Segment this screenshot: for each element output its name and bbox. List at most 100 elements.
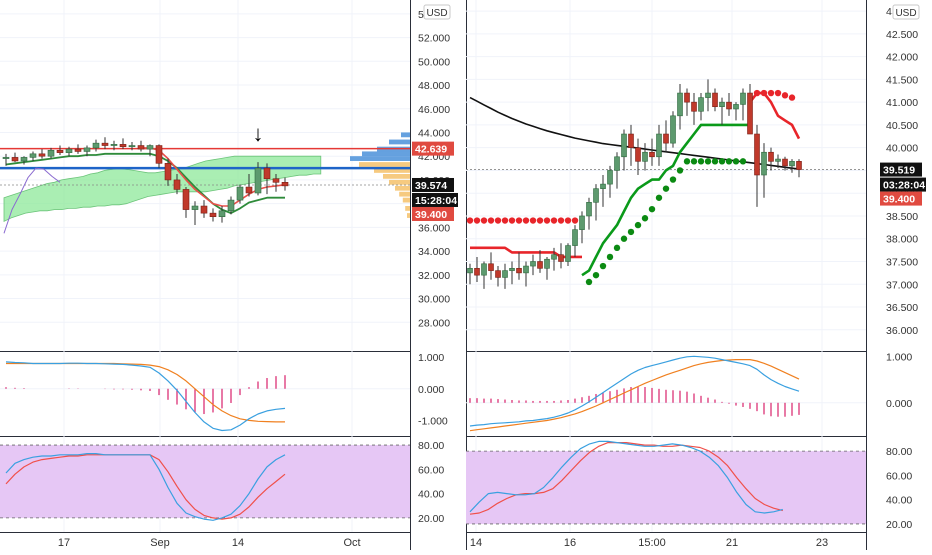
right-candle-42 — [761, 143, 767, 198]
right-candle-34 — [705, 79, 711, 112]
right-candle-46 — [789, 159, 795, 173]
left-stoch-pane: 80.00 60.00 40.00 20.00 — [0, 440, 444, 525]
right-candle-3 — [488, 252, 494, 280]
red-dot-2 — [480, 217, 488, 224]
right-time-label-3: 21 — [726, 537, 738, 549]
left-price-label-5: 44.000 — [418, 127, 450, 139]
right-stoch-label-0: 80.00 — [886, 446, 912, 458]
right-candle-body-44 — [775, 158, 781, 162]
red-dots — [466, 89, 796, 224]
right-candle-43 — [768, 147, 774, 171]
right-candle-body-39 — [740, 92, 746, 105]
right-candle-body-0 — [467, 268, 473, 274]
right-macd-line — [469, 355, 800, 427]
left-candle-body-7 — [65, 148, 73, 153]
right-candle-body-10 — [537, 261, 543, 269]
right-candle-body-43 — [768, 151, 774, 162]
right-candle-body-35 — [712, 92, 718, 108]
volume-profile-bar-13 — [407, 213, 410, 218]
right-tag-countdown-bg — [880, 177, 926, 192]
left-candle-body-18 — [164, 163, 172, 181]
left-candle-body-3 — [29, 153, 37, 158]
left-candle-10 — [92, 139, 100, 152]
left-candle-body-20 — [182, 189, 190, 210]
left-candle-body-26 — [236, 186, 244, 201]
right-macd-signal — [469, 359, 800, 432]
left-candle-body-21 — [191, 205, 199, 210]
right-price-label-2: 42.000 — [886, 52, 918, 64]
red-dot-4 — [494, 217, 502, 224]
right-time-label-0: 14 — [470, 537, 482, 549]
right-candle-17 — [586, 197, 592, 230]
left-tag-countdown: 15:28:04 — [415, 195, 457, 207]
left-candle-body-12 — [110, 144, 118, 146]
right-candle-20 — [607, 165, 613, 198]
left-tag-current-price-bg — [412, 177, 454, 192]
left-candle-8 — [74, 144, 82, 154]
right-candle-body-45 — [782, 158, 788, 167]
right-candle-33 — [698, 93, 704, 121]
right-candle-39 — [740, 88, 746, 121]
right-candle-body-6 — [509, 268, 515, 271]
left-macd-line — [5, 361, 286, 432]
left-tag-red-level: 42.639 — [415, 144, 447, 156]
right-candle-body-8 — [523, 265, 529, 274]
volume-profile-bar-8 — [389, 179, 410, 185]
left-candle-body-27 — [245, 186, 253, 194]
right-candle-16 — [579, 211, 585, 244]
left-candle-body-29 — [263, 167, 271, 180]
red-dot-19 — [774, 89, 782, 97]
left-candle-6 — [56, 145, 64, 156]
red-dot-3 — [487, 217, 495, 224]
right-candle-38 — [733, 102, 739, 121]
red-dot-11 — [543, 217, 551, 224]
right-candle-29 — [670, 111, 676, 148]
right-currency-badge: USD — [895, 8, 916, 19]
left-candle-13 — [119, 138, 127, 150]
green-dot-8 — [641, 215, 649, 222]
right-candle-37 — [726, 93, 732, 116]
right-candle-body-19 — [600, 183, 606, 189]
green-dot-17 — [704, 158, 712, 165]
left-candle-body-31 — [281, 182, 289, 187]
left-candle-15 — [137, 140, 145, 152]
left-time-label-0: 17 — [58, 537, 70, 549]
left-tag-current-price: 39.574 — [415, 180, 447, 192]
right-candle-body-46 — [789, 161, 795, 167]
right-candle-body-11 — [544, 258, 550, 269]
right-candle-23 — [628, 124, 634, 166]
left-candle-11 — [101, 137, 109, 150]
right-candle-body-2 — [481, 263, 487, 276]
right-price-label-6: 40.000 — [886, 143, 918, 155]
left-candle-body-19 — [173, 179, 181, 190]
left-candle-body-14 — [128, 145, 136, 148]
left-stoch-label-0: 80.00 — [418, 440, 444, 452]
right-candle-8 — [523, 261, 529, 287]
right-candle-27 — [656, 124, 662, 166]
left-candle-body-4 — [38, 153, 46, 157]
green-dot-1 — [592, 271, 600, 279]
left-candle-body-11 — [101, 142, 109, 146]
green-dot-0 — [585, 278, 593, 286]
right-price-label-13: 36.500 — [886, 302, 918, 314]
left-candles — [2, 137, 289, 226]
right-candle-body-23 — [628, 133, 634, 148]
right-candle-12 — [551, 247, 557, 271]
red-dot-5 — [501, 217, 509, 224]
left-candle-28 — [254, 162, 262, 196]
right-candle-45 — [782, 156, 788, 171]
left-candle-20 — [182, 187, 190, 218]
right-candle-4 — [495, 266, 501, 287]
right-stoch-label-2: 40.00 — [886, 495, 912, 507]
right-candle-body-5 — [502, 270, 508, 278]
right-candle-0 — [467, 263, 473, 285]
down-arrow-annotation: ↓ — [253, 121, 264, 146]
red-dot-10 — [536, 217, 544, 224]
left-time-axis: 17 Sep 14 Oct — [58, 537, 361, 549]
red-dot-7 — [515, 217, 523, 224]
left-candle-24 — [218, 206, 226, 223]
right-candle-body-3 — [488, 263, 494, 271]
left-candle-14 — [128, 141, 136, 151]
right-candle-13 — [558, 243, 564, 269]
